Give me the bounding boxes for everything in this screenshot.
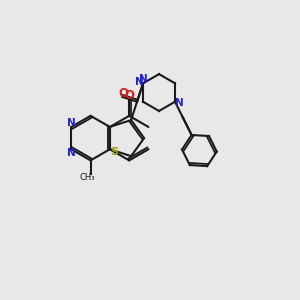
Text: CH₃: CH₃ (79, 173, 95, 182)
Text: O: O (118, 87, 128, 100)
Text: S: S (110, 147, 118, 157)
Text: N: N (134, 77, 143, 87)
Text: N: N (139, 74, 147, 84)
Text: N: N (67, 148, 76, 158)
Text: N: N (67, 118, 76, 128)
Text: O: O (124, 89, 134, 102)
Text: N: N (175, 98, 184, 108)
